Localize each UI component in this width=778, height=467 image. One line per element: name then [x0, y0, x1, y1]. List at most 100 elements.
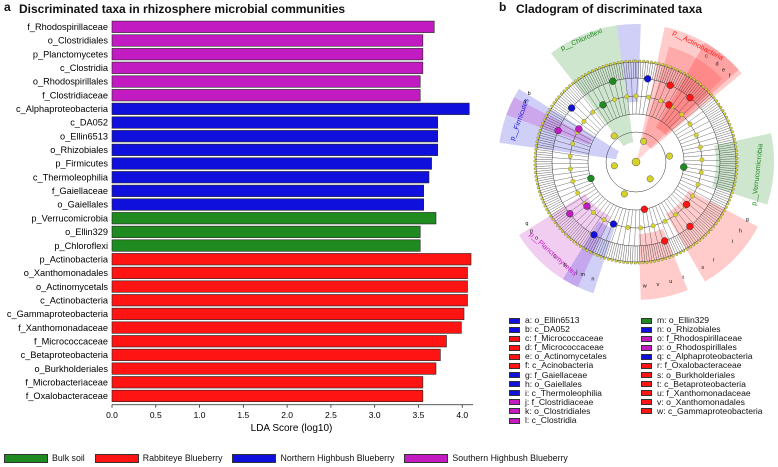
branch: [715, 187, 733, 194]
branch: [707, 109, 723, 119]
branch: [558, 216, 573, 228]
branch: [712, 120, 729, 128]
leaf-node: [551, 217, 555, 221]
taxa-legend-label: p: o_Rhodospirillales: [657, 342, 737, 353]
branch: [692, 223, 705, 237]
branch: [696, 91, 710, 104]
highlighted-node: [575, 125, 583, 133]
branch: [685, 80, 697, 95]
taxa-legend-label: f: c_Acinobacteria: [525, 360, 594, 371]
branch: [578, 100, 603, 128]
branch: [680, 179, 714, 195]
leaf-node: [714, 99, 718, 103]
branch: [611, 64, 616, 81]
tree-node: [698, 169, 704, 175]
leaf-node: [538, 129, 542, 132]
clade-shade-4: [666, 190, 758, 282]
branch: [537, 139, 555, 144]
leaf-node: [704, 87, 708, 91]
branch: [658, 64, 663, 82]
taxa-legend-item: s: o_Burkholderiales: [641, 370, 763, 380]
branch: [575, 80, 587, 95]
category-label: f_Clostridiaceae: [42, 90, 108, 100]
x-tick-label: 4.0: [456, 410, 468, 420]
branch: [718, 175, 736, 179]
branch: [701, 214, 715, 226]
taxa-legend-label: v: o_Xanthomonadales: [657, 396, 745, 407]
x-tick-label: 3.5: [413, 410, 425, 420]
sector-letter: g: [746, 217, 749, 223]
branch: [539, 132, 556, 138]
leaf-node: [633, 261, 637, 265]
leaf-node: [726, 202, 730, 206]
taxa-legend-swatch: [641, 372, 652, 379]
branch: [716, 185, 733, 191]
category-label: c_DA052: [70, 118, 108, 128]
leaf-node: [641, 261, 645, 265]
branch: [618, 62, 622, 80]
taxa-legend-item: n: o_Rhizobiales: [641, 324, 763, 334]
branch: [672, 237, 681, 253]
leaf-node: [650, 60, 653, 64]
branch: [662, 65, 668, 83]
legend-item: Rabbiteye Blueberry: [94, 453, 222, 463]
branch: [551, 105, 567, 116]
leaf-node: [657, 62, 661, 66]
branch: [556, 99, 570, 111]
taxa-legend-swatch: [641, 317, 652, 324]
category-label: f_Xanthomonadaceae: [18, 323, 108, 333]
x-tick-label: 1.5: [237, 410, 249, 420]
leaf-node: [721, 109, 725, 113]
tree-node: [570, 178, 576, 184]
branch: [600, 205, 617, 239]
legend-swatch: [404, 453, 449, 463]
branch: [560, 217, 574, 230]
branch: [581, 232, 591, 247]
clade-shade-6: [562, 221, 615, 294]
branch: [575, 228, 586, 243]
bar-o_Ellin329: [111, 225, 421, 238]
branch: [571, 83, 583, 98]
branch: [591, 237, 600, 254]
taxa-legend-label: a: o_Ellin6513: [525, 315, 580, 325]
branch: [656, 63, 661, 81]
leaf-node: [704, 233, 708, 237]
taxa-legend-swatch: [509, 372, 520, 379]
leaf-node: [723, 209, 726, 213]
leaf-node: [547, 211, 551, 215]
branch: [579, 231, 589, 246]
branch: [700, 97, 714, 109]
taxa-legend-item: q: c_Alphaproteobacteria: [641, 352, 763, 361]
tree-node: [610, 162, 618, 170]
branch: [535, 154, 553, 156]
branch: [561, 94, 574, 106]
taxa-legend-item: a: o_Ellin6513: [509, 315, 607, 325]
leaf-node: [675, 68, 679, 72]
branch: [540, 189, 557, 196]
branch: [542, 193, 559, 201]
group-legend: Bulk soil Rabbiteye Blueberry Northern Hig…: [4, 453, 578, 463]
leaf-node: [544, 114, 548, 118]
branch: [660, 65, 666, 82]
clade-shade-5: [518, 193, 611, 288]
leaf-node: [594, 67, 598, 71]
taxa-legend-swatch: [641, 363, 652, 370]
leaf-node: [616, 61, 620, 65]
leaf-node: [735, 153, 739, 157]
branch: [714, 124, 731, 132]
branch: [719, 158, 737, 160]
branch: [708, 204, 724, 214]
branch: [683, 231, 694, 246]
leaf-node: [692, 243, 696, 247]
sector-letter: e: [722, 67, 725, 73]
leaf-node: [735, 168, 739, 172]
leaf-node: [675, 252, 679, 256]
branch: [550, 206, 565, 216]
leaf-node: [695, 241, 699, 245]
branch: [624, 245, 628, 263]
branch: [668, 239, 676, 255]
clade-shade-9: [616, 23, 641, 103]
leaf-node: [603, 256, 607, 260]
leaf-node: [561, 229, 565, 233]
leaf-node: [719, 105, 723, 109]
